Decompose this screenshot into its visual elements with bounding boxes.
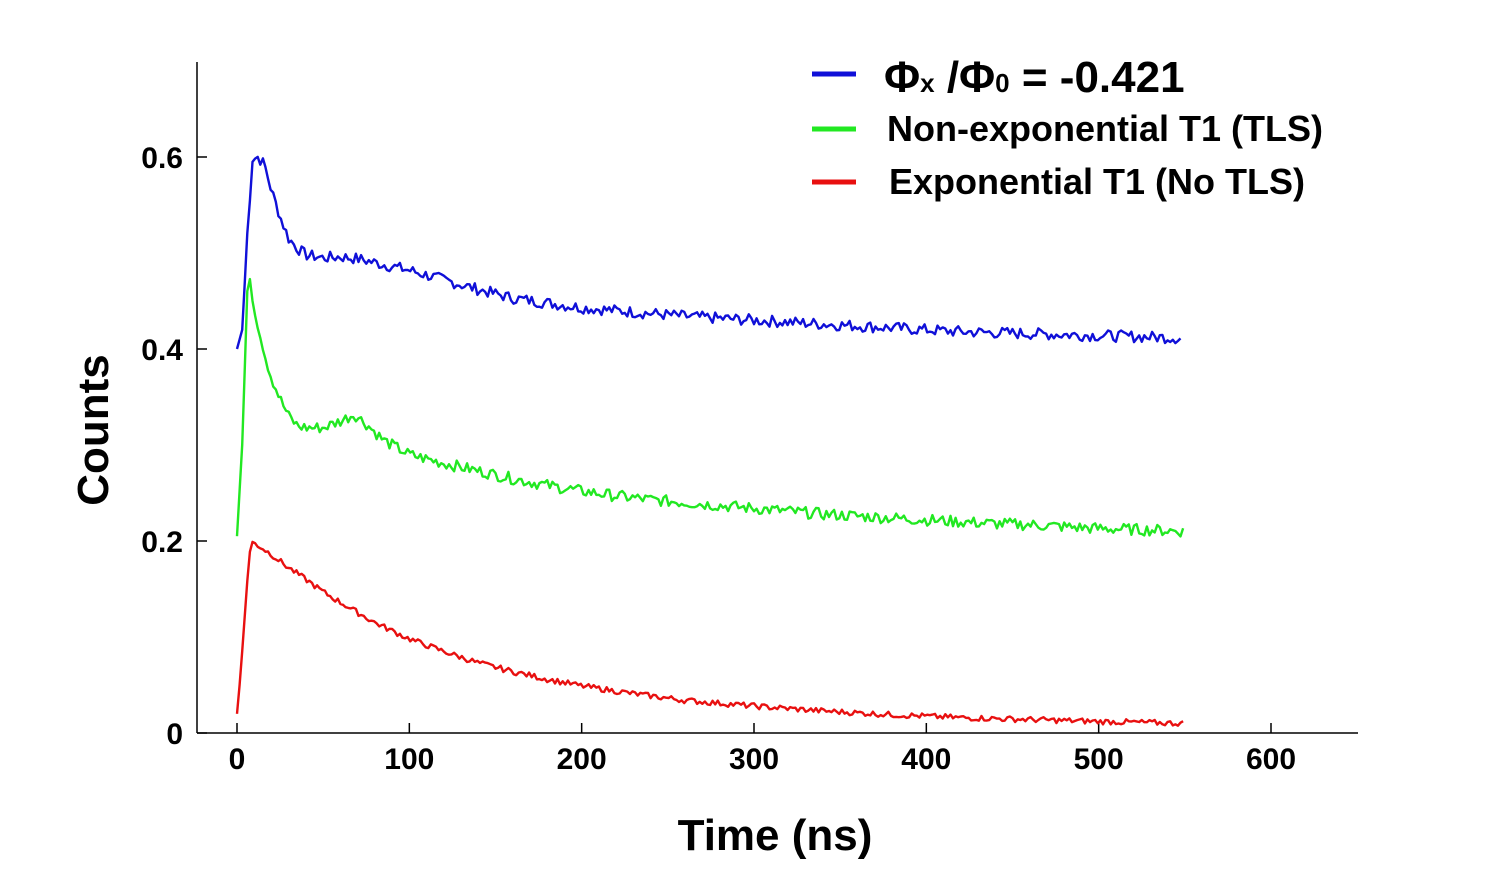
x-tick-label: 300 <box>729 743 779 776</box>
x-tick-label: 0 <box>229 743 246 776</box>
x-tick-label: 600 <box>1246 743 1296 776</box>
legend-label-1: Φx /Φ0 = -0.421 <box>884 53 1185 102</box>
legend-label-3: Exponential T1 (No TLS) <box>889 161 1305 202</box>
legend: Φx /Φ0 = -0.421 Non-exponential T1 (TLS) E… <box>812 53 1323 202</box>
axes: 0 100 200 300 400 500 600 0 0.2 0.4 0.6 <box>141 62 1358 776</box>
y-tick-label: 0.4 <box>141 334 183 367</box>
x-tick-label: 100 <box>384 743 434 776</box>
series-line-2 <box>235 277 1185 538</box>
x-tick-label: 400 <box>901 743 951 776</box>
legend-label-2: Non-exponential T1 (TLS) <box>887 108 1323 149</box>
x-tick-label: 500 <box>1074 743 1124 776</box>
series-layer <box>235 155 1185 727</box>
y-axis-title: Counts <box>69 354 118 506</box>
series-line-3 <box>235 540 1184 727</box>
y-tick-label: 0.6 <box>141 142 183 175</box>
series-line-1 <box>235 155 1182 350</box>
y-tick-label: 0.2 <box>141 526 183 559</box>
y-tick-label: 0 <box>166 718 183 751</box>
x-axis-title: Time (ns) <box>678 811 873 860</box>
x-tick-label: 200 <box>557 743 607 776</box>
